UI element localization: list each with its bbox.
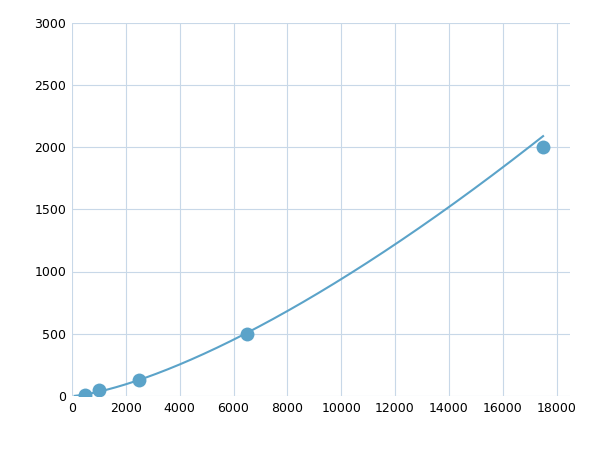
Point — [538, 144, 548, 151]
Point — [94, 386, 104, 393]
Point — [80, 391, 90, 398]
Point — [134, 377, 144, 384]
Point — [242, 330, 252, 338]
